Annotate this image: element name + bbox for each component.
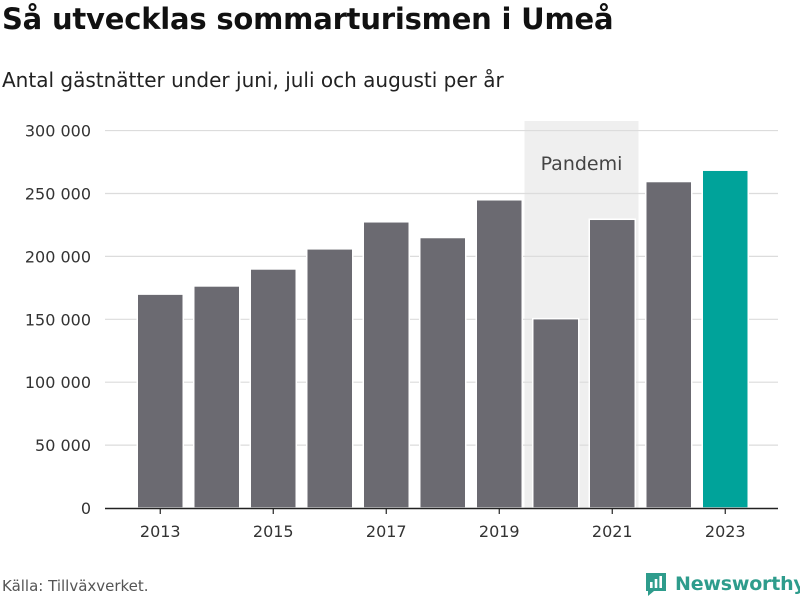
chart-title: Så utvecklas sommarturismen i Umeå — [2, 2, 614, 36]
newsworthy-logo-icon — [646, 573, 666, 596]
bar-2022 — [645, 180, 693, 509]
bar-2021 — [588, 218, 636, 509]
y-tick-label: 300 000 — [25, 122, 91, 141]
bar-2020 — [532, 317, 580, 509]
bar-2019 — [475, 199, 523, 509]
x-tick-label: 2021 — [592, 522, 633, 541]
bar-2013 — [136, 293, 184, 509]
pandemic-label: Pandemi — [541, 153, 623, 175]
bar-2015 — [249, 268, 297, 509]
bar-2017 — [362, 221, 410, 509]
x-tick-label: 2015 — [253, 522, 294, 541]
newsworthy-logo: Newsworthy — [644, 569, 800, 599]
y-tick-label: 50 000 — [35, 436, 91, 455]
y-tick-label: 100 000 — [25, 373, 91, 392]
x-tick-label: 2017 — [366, 522, 407, 541]
x-tick-label: 2019 — [479, 522, 520, 541]
chart-subtitle: Antal gästnätter under juni, juli och au… — [2, 68, 504, 92]
bar-2016 — [306, 248, 354, 509]
y-tick-label: 200 000 — [25, 247, 91, 266]
x-tick-label: 2013 — [140, 522, 181, 541]
bar-2014 — [193, 285, 241, 509]
source-note: Källa: Tillväxverket. — [2, 577, 149, 595]
bar-2023 — [701, 169, 749, 509]
y-tick-label: 250 000 — [25, 184, 91, 203]
bar-2018 — [419, 236, 467, 509]
y-tick-label: 150 000 — [25, 310, 91, 329]
x-tick-label: 2023 — [705, 522, 746, 541]
newsworthy-logo-text: Newsworthy — [675, 573, 800, 595]
y-tick-label: 0 — [81, 499, 91, 518]
